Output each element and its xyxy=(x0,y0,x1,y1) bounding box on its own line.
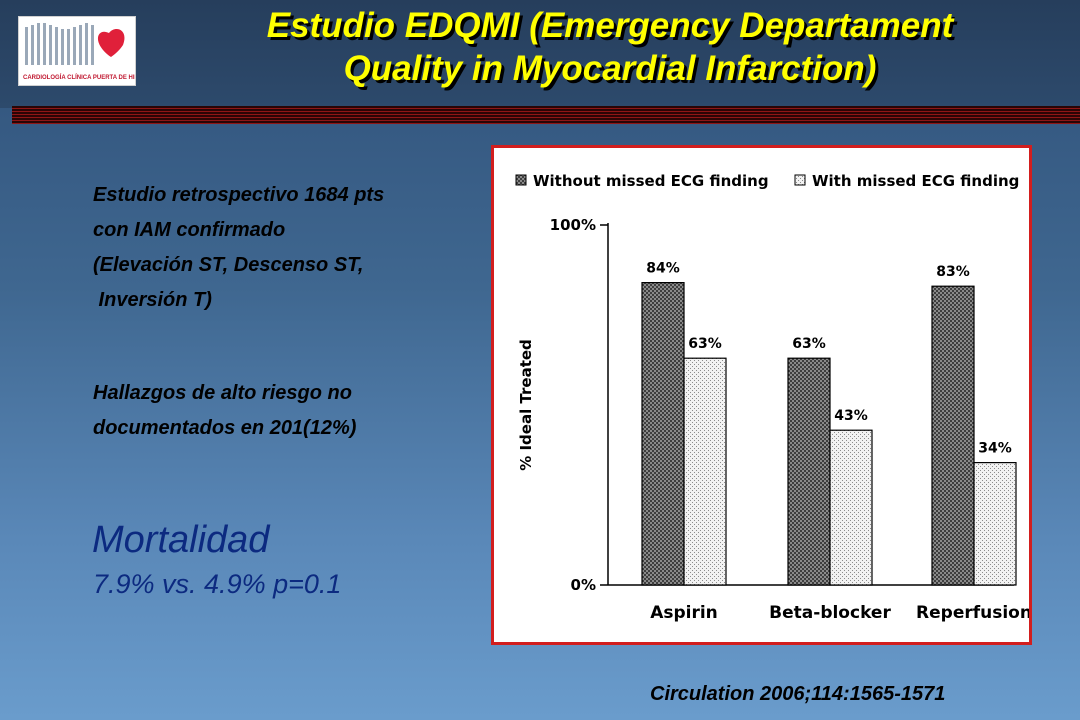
chart-legend: Without missed ECG finding With missed E… xyxy=(515,172,1019,190)
citation: Circulation 2006;114:1565-1571 xyxy=(650,683,946,705)
clinic-logo-graphic: CARDIOLOGÍA CLÍNICA PUERTA DE HIERRO xyxy=(23,23,152,81)
bar-beta-blocker-series-0 xyxy=(787,357,831,586)
mortality-value: 7.9% vs. 4.9% p=0.1 xyxy=(93,569,342,599)
bar-reperfusion-series-1 xyxy=(973,462,1017,586)
study-line: Estudio retrospectivo 1684 pts xyxy=(93,184,385,206)
findings-line: documentados en 201(12%) xyxy=(93,417,357,439)
legend-swatch-without xyxy=(515,174,527,186)
clinic-logo: CARDIOLOGÍA CLÍNICA PUERTA DE HIERRO xyxy=(18,16,152,86)
data-label: 63% xyxy=(792,336,826,352)
chart-bars: 84% 63% Aspirin 63% 43% Beta-blocker 83% 34% Rep… xyxy=(641,261,1029,623)
study-description: Estudio retrospectivo 1684 pts con IAM c… xyxy=(93,178,384,318)
x-tick-label: Reperfusion xyxy=(916,603,1029,623)
legend-swatch-with xyxy=(794,174,806,186)
y-tick-label-100: 100% xyxy=(550,216,596,234)
bar-chart-frame: Without missed ECG finding With missed E… xyxy=(491,145,1032,645)
slide-title-line-1: Estudio EDQMI (Emergency Departament xyxy=(266,6,954,45)
bar-beta-blocker-series-1 xyxy=(829,429,873,586)
data-label: 84% xyxy=(646,261,680,277)
header-band xyxy=(0,0,1080,108)
slide-title: Estudio EDQMI (Emergency Departament Qua… xyxy=(140,4,1080,90)
bar-reperfusion-series-0 xyxy=(931,285,975,586)
bar-aspirin-series-1 xyxy=(683,357,727,586)
slide-title-line-2: Quality in Myocardial Infarction) xyxy=(343,49,877,88)
data-label: 83% xyxy=(936,264,970,280)
data-label: 34% xyxy=(978,441,1012,457)
title-divider xyxy=(12,106,1080,124)
data-label: 43% xyxy=(834,408,868,424)
study-line: (Elevación ST, Descenso ST, xyxy=(93,254,364,276)
y-tick-label-0: 0% xyxy=(571,576,596,594)
x-tick-label: Beta-blocker xyxy=(769,603,891,623)
study-line: con IAM confirmado xyxy=(93,219,286,241)
legend-label-without: Without missed ECG finding xyxy=(533,172,769,190)
bar-chart: Without missed ECG finding With missed E… xyxy=(515,172,1029,623)
study-line: Inversión T) xyxy=(93,289,212,311)
logo-caption: CARDIOLOGÍA CLÍNICA PUERTA DE HIERRO xyxy=(23,73,135,81)
x-tick-label: Aspirin xyxy=(650,603,718,623)
mortality-heading: Mortalidad xyxy=(92,519,270,561)
data-label: 63% xyxy=(688,336,722,352)
y-axis-label: % Ideal Treated xyxy=(517,339,535,471)
bar-aspirin-series-0 xyxy=(641,282,685,586)
findings-description: Hallazgos de alto riesgo no documentados… xyxy=(93,376,356,446)
findings-line: Hallazgos de alto riesgo no xyxy=(93,382,352,404)
legend-label-with: With missed ECG finding xyxy=(812,172,1019,190)
heart-icon xyxy=(97,29,125,57)
